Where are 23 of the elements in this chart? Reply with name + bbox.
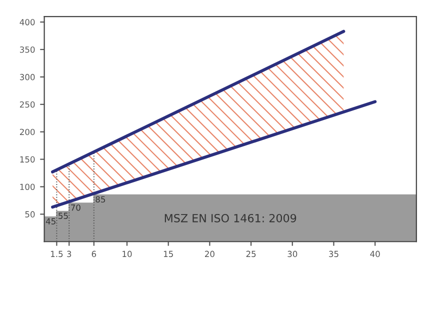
x-tick-label: 6 — [92, 250, 96, 258]
y-tick-label: 250 — [20, 101, 35, 108]
y-tick-label: 300 — [20, 74, 35, 80]
data-label: 70 — [71, 204, 80, 211]
y-tick-label: 200 — [20, 128, 35, 136]
x-tick-label: 40 — [370, 250, 380, 258]
y-tick-label: 400 — [20, 19, 35, 26]
x-tick-label: 35 — [329, 250, 338, 258]
data-label: 55 — [58, 212, 68, 219]
x-tick-label: 20 — [204, 250, 214, 258]
data-label: 45 — [46, 218, 56, 224]
x-tick-label: 15 — [164, 250, 173, 258]
data-label: 85 — [96, 196, 106, 203]
x-tick-label: 3 — [67, 250, 72, 258]
x-tick-label: 25 — [246, 250, 256, 258]
y-tick-label: 50 — [25, 211, 35, 218]
y-tick-label: 100 — [20, 184, 35, 190]
x-tick-label: 30 — [288, 250, 298, 258]
x-tick-label: 10 — [122, 250, 132, 258]
y-tick-label: 150 — [20, 156, 35, 163]
y-tick-label: 350 — [20, 46, 35, 53]
annotation: MSZ EN ISO 1461: 2009 — [164, 214, 296, 222]
x-tick-label: 1.5 — [50, 250, 63, 258]
